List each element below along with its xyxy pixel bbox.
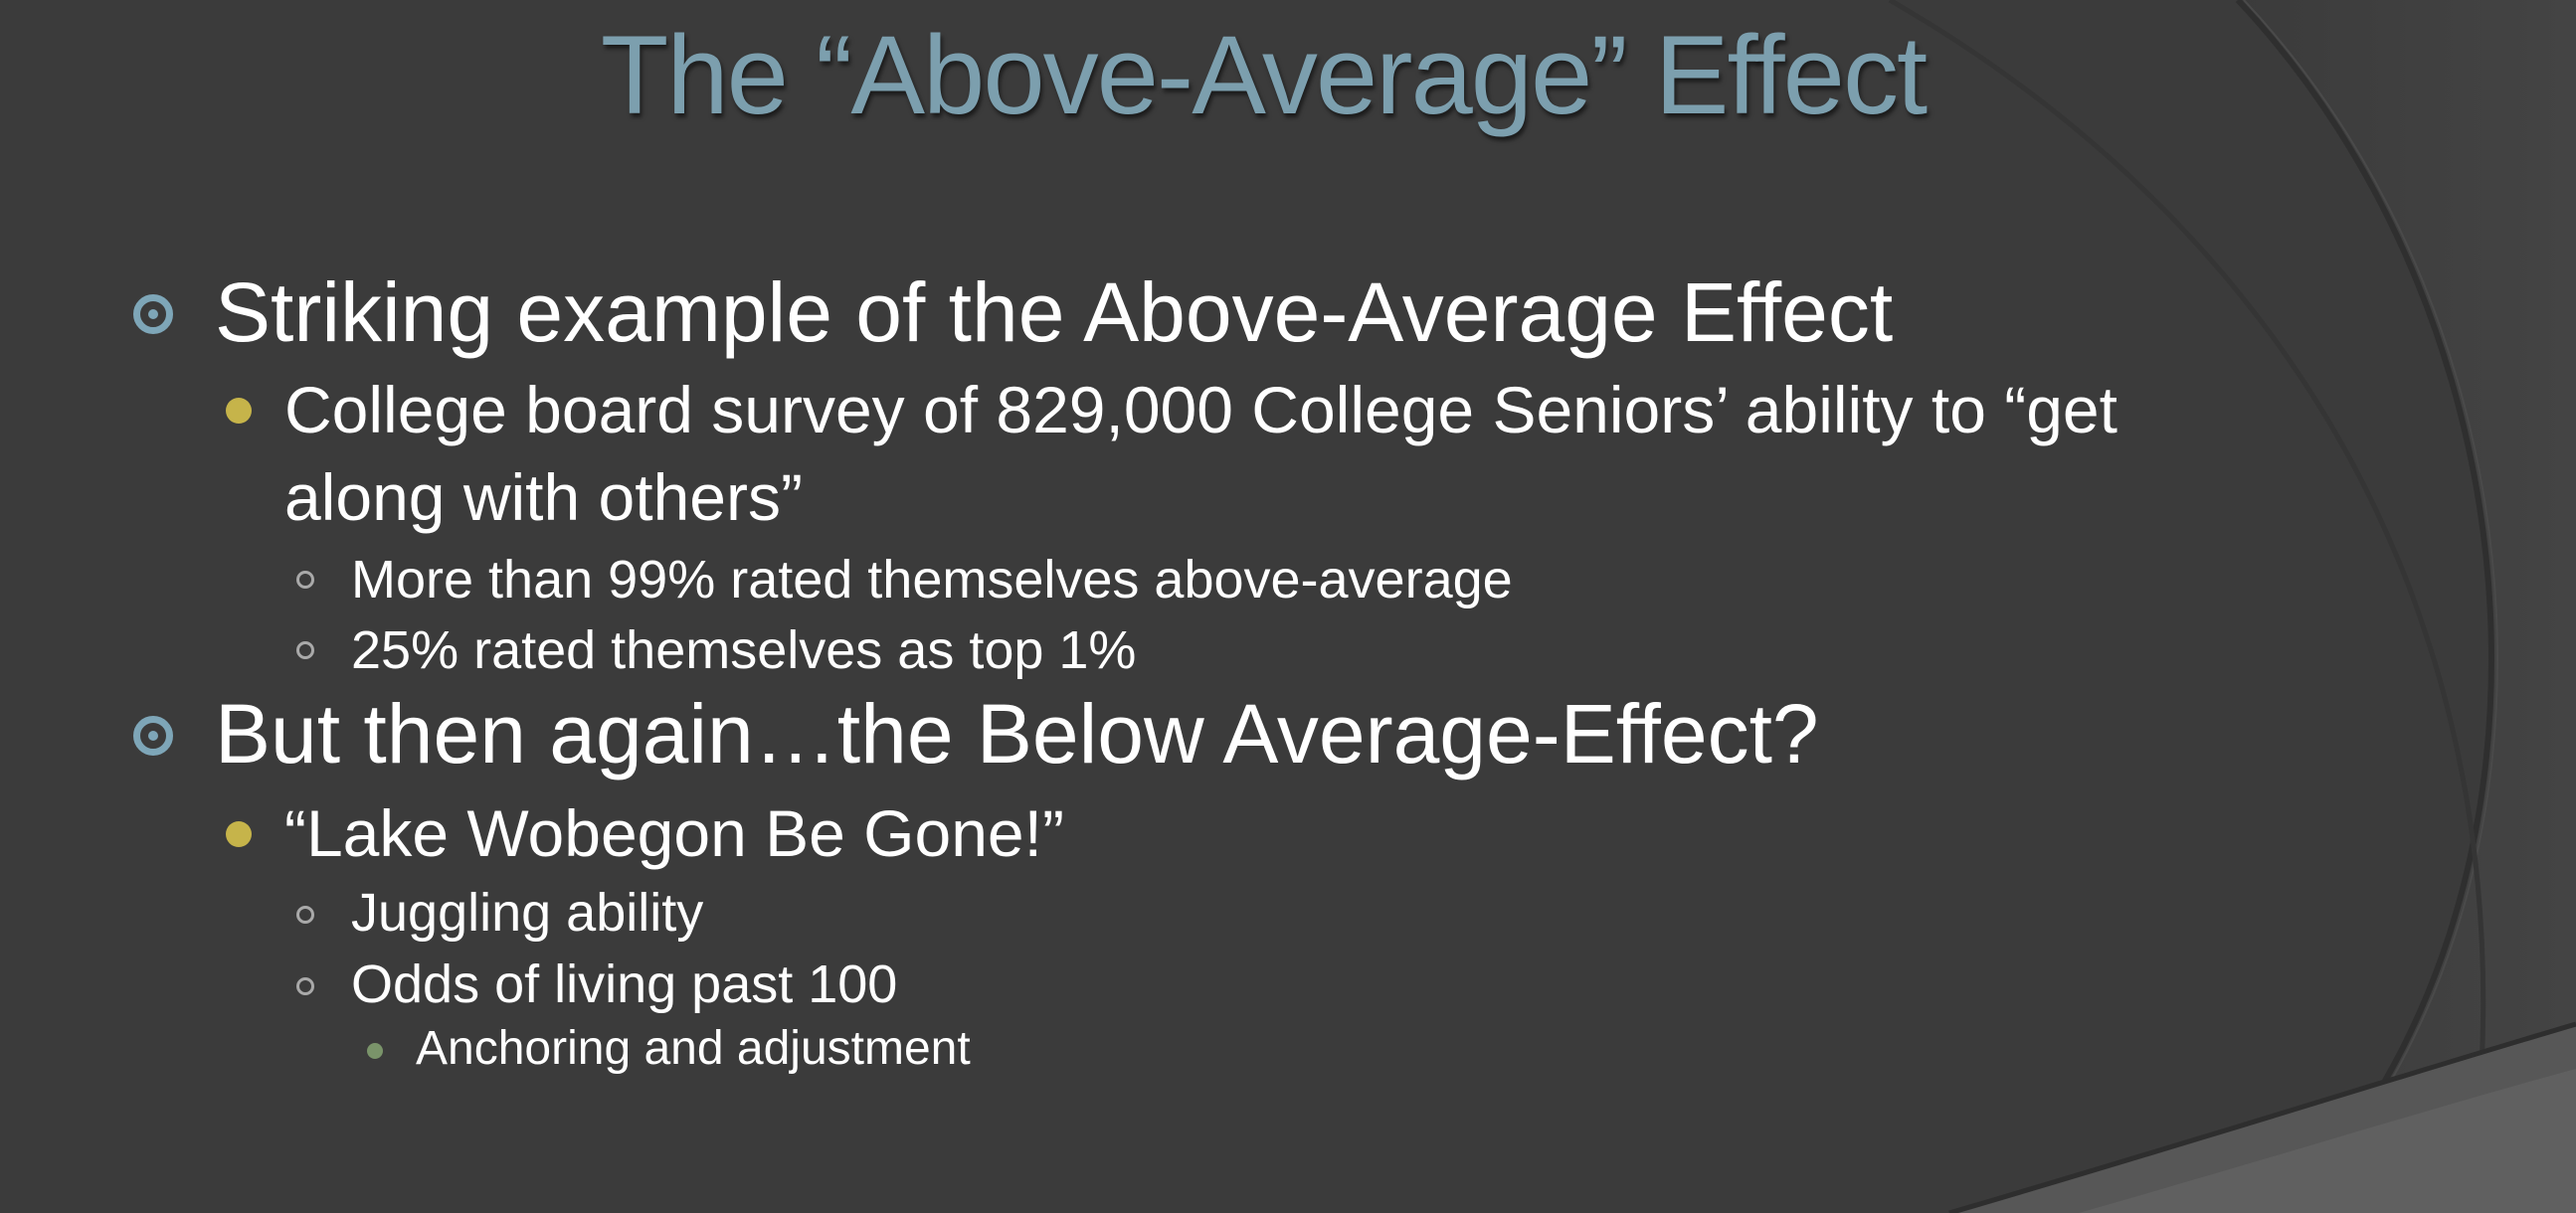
bullet-level2-text: “Lake Wobegon Be Gone!” <box>284 796 1064 870</box>
level1-bullet-icon <box>133 294 173 334</box>
level2-bullet-icon <box>226 821 252 847</box>
level3-bullet-icon <box>296 571 314 589</box>
bullet-level4-text: Anchoring and adjustment <box>416 1022 971 1075</box>
level3-bullet-icon <box>296 641 314 659</box>
bullet-level3-text: Odds of living past 100 <box>351 954 898 1014</box>
slide-title: The “Above-Average” Effect <box>600 13 1928 137</box>
bullet-level3-text: More than 99% rated themselves above-ave… <box>351 550 1513 609</box>
level2-bullet-icon <box>226 398 252 424</box>
bullet-level3-text: 25% rated themselves as top 1% <box>351 620 1137 680</box>
bullet-level1-text: Striking example of the Above-Average Ef… <box>215 265 1894 359</box>
bullet-level3-text: Juggling ability <box>351 883 704 943</box>
level3-bullet-icon <box>296 906 314 924</box>
bullet-level1-text: But then again…the Below Average-Effect? <box>215 687 1819 780</box>
bullet-level2-text-line2: along with others” <box>284 460 803 534</box>
bullet-level2-text-line1: College board survey of 829,000 College … <box>284 373 2117 446</box>
level1-bullet-icon <box>133 716 173 756</box>
level4-bullet-icon <box>367 1043 383 1059</box>
level3-bullet-icon <box>296 977 314 995</box>
